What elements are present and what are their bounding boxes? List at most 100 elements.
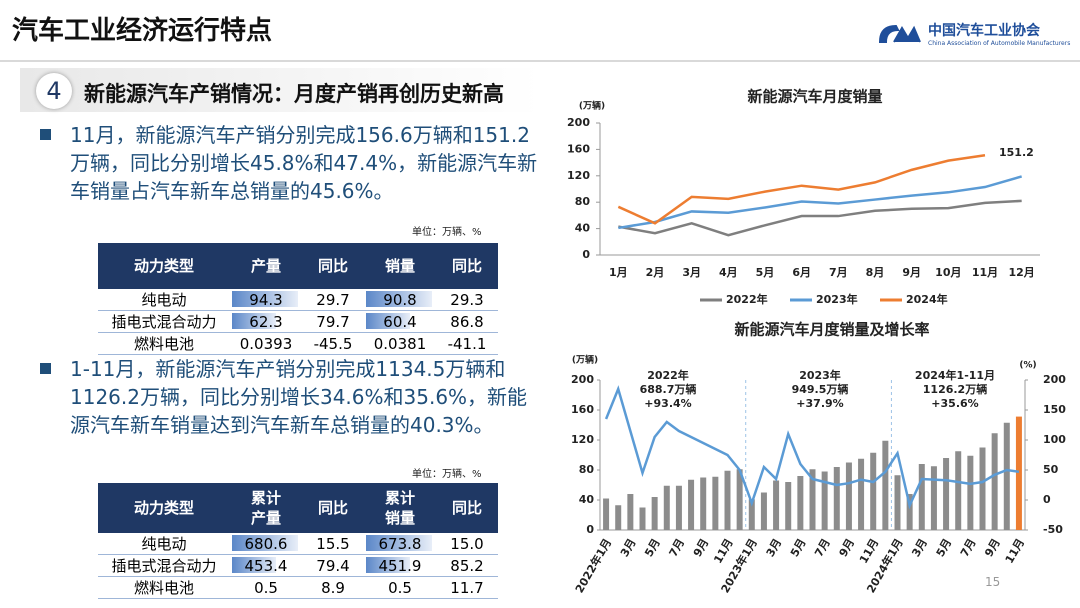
- x-tick-label: 2月: [646, 266, 665, 279]
- y-tick-label: 0: [582, 248, 590, 261]
- table-row: 插电式混合动力 453.4 79.4 451.9 85.2: [98, 554, 498, 577]
- bar: [712, 476, 719, 530]
- cell-text: 燃料电池: [133, 335, 194, 353]
- cell-text: 86.8: [450, 312, 484, 331]
- cell-bar: [366, 291, 432, 307]
- y2-tick-label: -50: [1043, 523, 1063, 536]
- cell-text: 0.0381: [373, 334, 427, 353]
- table-cell: -45.5: [302, 332, 364, 355]
- bullet-text: 1-11月，新能源汽车产销分别完成1134.5万辆和1126.2万辆，同比分别增…: [70, 357, 528, 437]
- x-tick-label: 9月: [837, 537, 858, 560]
- bar: [736, 469, 743, 530]
- table-cell: 94.3: [230, 289, 302, 311]
- y2-tick-label: 200: [1043, 373, 1066, 386]
- table-header-cell: 同比: [302, 483, 364, 533]
- table-cell: 15.0: [436, 533, 498, 555]
- y-tick-label: 40: [579, 493, 595, 506]
- annotation: 2024年1-11月: [915, 368, 995, 382]
- x-tick-label: 5月: [642, 537, 663, 560]
- table-cell: 451.9: [364, 554, 436, 577]
- table-header-cell: 动力类型: [98, 243, 230, 289]
- bar: [760, 492, 767, 530]
- bar: [918, 464, 925, 530]
- legend-label: 2023年: [816, 292, 858, 306]
- table-cell: 15.5: [302, 533, 364, 555]
- table-cell: 0.5: [230, 576, 302, 599]
- x-tick-label: 3月: [764, 537, 785, 560]
- x-tick-label: 11月: [972, 266, 998, 279]
- table-row: 插电式混合动力 62.3 79.7 60.4 86.8: [98, 310, 498, 333]
- bar: [894, 475, 901, 530]
- bullet: 11月，新能源汽车产销分别完成156.6万辆和151.2万辆，同比分别增长45.…: [40, 121, 540, 205]
- y2-tick-label: 0: [1043, 493, 1051, 506]
- annotation: +93.4%: [644, 397, 691, 410]
- y-tick-label: 200: [567, 116, 590, 129]
- cell-text: 15.0: [450, 534, 484, 553]
- cell-text: 燃料电池: [133, 579, 194, 597]
- y-tick-label: 40: [575, 222, 591, 235]
- x-tick-label: 2022年1月: [572, 536, 614, 595]
- table-header-cell: 同比: [436, 243, 498, 289]
- section-number: 4: [36, 73, 72, 109]
- bar: [639, 507, 646, 530]
- table-cell: 29.7: [302, 289, 364, 311]
- annotation: 949.5万辆: [792, 382, 849, 396]
- y2-axis-unit: (%): [1019, 361, 1036, 371]
- bar: [870, 452, 877, 530]
- table-cell: 62.3: [230, 310, 302, 333]
- table-cell: 纯电动: [98, 533, 230, 555]
- cell-text: 29.3: [450, 290, 484, 309]
- x-tick-label: 7月: [829, 266, 848, 279]
- y-tick-label: 80: [575, 195, 591, 208]
- table-cell: 673.8: [364, 533, 436, 555]
- annotation: 2023年: [799, 368, 841, 382]
- x-tick-label: 3月: [682, 266, 701, 279]
- y-tick-label: 160: [567, 142, 590, 155]
- series-line: [618, 199, 1022, 237]
- bar: [930, 466, 937, 530]
- slide-title: 汽车工业经济运行特点: [12, 16, 273, 46]
- cell-text: 451.9: [378, 556, 422, 575]
- cell-text: 90.8: [383, 290, 417, 309]
- bar: [821, 471, 828, 530]
- x-tick-label: 10月: [935, 266, 961, 279]
- table-cell: 纯电动: [98, 289, 230, 311]
- y-tick-label: 200: [571, 373, 594, 386]
- x-tick-label: 7月: [812, 537, 833, 560]
- cell-text: 0.5: [388, 578, 412, 597]
- x-tick-label: 7月: [958, 537, 979, 560]
- x-tick-label: 5月: [934, 537, 955, 560]
- annotation: 688.7万辆: [640, 382, 697, 396]
- table-header-row: 动力类型 产量 同比 销量 同比: [98, 243, 498, 289]
- table-cell: 79.7: [302, 310, 364, 333]
- data-table: 动力类型 产量 同比 销量 同比 纯电动 94.3 29.7 90.8 29.3 插电式混合动力 62…: [98, 243, 498, 355]
- bar: [627, 494, 634, 530]
- bar: [858, 458, 865, 530]
- bar: [833, 467, 840, 530]
- table-row: 纯电动 680.6 15.5 673.8 15.0: [98, 533, 498, 555]
- table-row: 纯电动 94.3 29.7 90.8 29.3: [98, 289, 498, 311]
- x-tick-label: 5月: [756, 266, 775, 279]
- table-unit: 单位：万辆、%: [412, 227, 482, 238]
- bar: [615, 505, 622, 530]
- table-row: 燃料电池 0.5 8.9 0.5 11.7: [98, 576, 498, 599]
- cell-text: 60.4: [383, 312, 417, 331]
- data-label: 151.2: [999, 146, 1034, 159]
- x-tick-label: 12月: [1009, 266, 1035, 279]
- logo-text: 中国汽车工业协会: [928, 23, 1040, 39]
- logo-icon: [876, 22, 922, 46]
- bar: [675, 485, 682, 530]
- table-header-cell: 动力类型: [98, 483, 230, 533]
- table-cell: 0.0393: [230, 332, 302, 355]
- cell-bar: [366, 557, 411, 573]
- table-header-cell: 同比: [436, 483, 498, 533]
- y-tick-label: 80: [579, 463, 595, 476]
- x-tick-label: 8月: [866, 266, 885, 279]
- table-header-cell: 累计 产量: [230, 483, 302, 533]
- cell-text: 纯电动: [141, 291, 187, 309]
- cell-bar: [366, 535, 432, 551]
- x-tick-label: 3月: [909, 537, 930, 560]
- x-tick-label: 9月: [691, 537, 712, 560]
- x-tick-label: 5月: [788, 537, 809, 560]
- legend-label: 2024年: [906, 292, 948, 306]
